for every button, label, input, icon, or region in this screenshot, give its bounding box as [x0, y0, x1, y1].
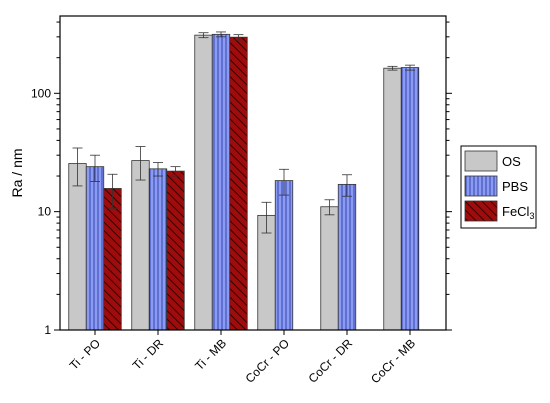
y-axis-title: Ra / nm: [9, 148, 25, 197]
x-tick-label: CoCr - PO: [243, 336, 293, 386]
bar-os-1: [131, 160, 150, 331]
bar-fecl3-1: [166, 170, 185, 331]
x-tick-label: CoCr - DR: [306, 336, 356, 386]
bar-os-2: [194, 34, 213, 331]
legend-label-pbs: PBS: [502, 179, 528, 194]
y-tick-label: 1: [44, 323, 51, 337]
legend-swatch-os: [464, 150, 498, 172]
bar-fecl3-2: [229, 36, 248, 331]
bar-pbs-4: [337, 183, 357, 331]
bar-fecl3-0: [103, 188, 122, 331]
bar-os-0: [68, 163, 87, 331]
legend-swatch-pbs: [464, 175, 498, 197]
bar-pbs-2: [211, 33, 231, 331]
bar-os-4: [320, 206, 339, 331]
y-tick-label: 100: [31, 86, 51, 100]
bar-os-5: [383, 67, 402, 331]
y-tick-label: 10: [38, 205, 52, 219]
bar-pbs-0: [85, 166, 105, 331]
legend-swatch-fecl3: [464, 200, 498, 222]
bar-pbs-1: [148, 168, 168, 331]
legend-label-main: FeCl: [502, 204, 530, 219]
x-tick-label: Ti - PO: [67, 336, 103, 372]
x-tick-label: CoCr - MB: [368, 336, 418, 386]
x-tick-label: Ti - DR: [130, 336, 167, 373]
x-tick-label: Ti - MB: [192, 336, 229, 373]
bar-pbs-3: [274, 180, 294, 331]
legend-label-fecl3: FeCl3: [502, 204, 534, 221]
legend-label-subscript: 3: [529, 211, 534, 221]
plot-frame: [59, 15, 447, 331]
bar-pbs-5: [400, 67, 420, 331]
legend-label-os: OS: [502, 154, 521, 169]
